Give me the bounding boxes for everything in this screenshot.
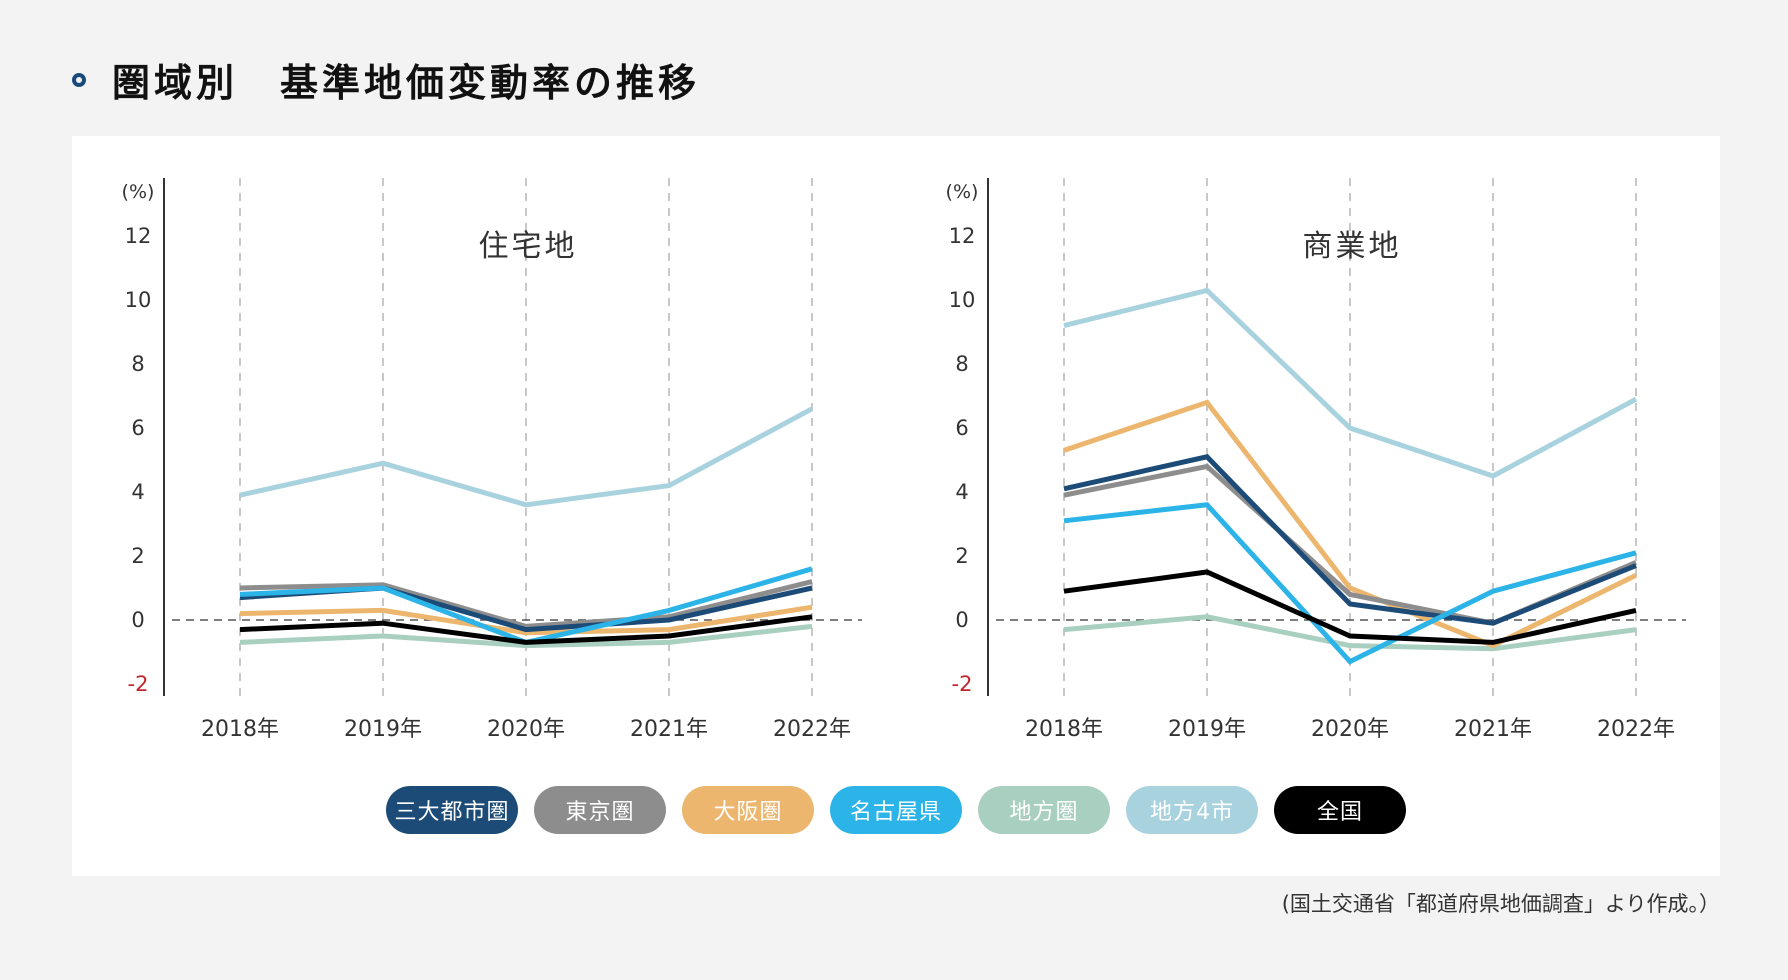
- series-line-全国: [239, 614, 813, 645]
- y-tick-label: 0: [955, 608, 968, 632]
- series-line-三大都市圏: [1063, 454, 1637, 626]
- series-line-大阪圏: [239, 604, 813, 636]
- line-charts: (%) 12 10 8 6 4 2 0 -2 2018年 2019年 2020年 2021年 2022年 住…: [122, 178, 1686, 742]
- y-tick-label: 2: [955, 544, 968, 568]
- series-line-全国: [1063, 569, 1637, 645]
- series-line-大阪圏: [1063, 399, 1638, 649]
- legend-item[interactable]: 大阪圏: [682, 786, 814, 834]
- y-tick-label: 12: [125, 224, 152, 248]
- x-tick-label: 2018年: [201, 717, 279, 742]
- x-tick-label: 2019年: [344, 717, 422, 742]
- legend-item[interactable]: 全国: [1274, 786, 1406, 834]
- legend-item[interactable]: 地方4市: [1126, 786, 1258, 834]
- y-tick-label: 8: [955, 352, 968, 376]
- chart-title: 住宅地: [479, 229, 578, 264]
- y-tick-label: 12: [949, 224, 976, 248]
- x-tick-label: 2022年: [1597, 717, 1675, 742]
- x-tick-label: 2020年: [1311, 717, 1389, 742]
- y-tick-label: 10: [949, 288, 976, 312]
- y-tick-label: 10: [125, 288, 152, 312]
- circle-bullet-icon: [72, 72, 86, 87]
- y-tick-label: -2: [128, 672, 149, 696]
- legend-item[interactable]: 名古屋県: [830, 786, 962, 834]
- y-tick-label: -2: [952, 672, 973, 696]
- y-axis-unit: (%): [946, 181, 979, 203]
- y-tick-label: 6: [955, 416, 968, 440]
- series-line-東京圏: [239, 579, 813, 629]
- x-tick-label: 2021年: [630, 717, 708, 742]
- legend-item[interactable]: 三大都市圏: [386, 786, 518, 834]
- series-line-地方圏: [239, 623, 813, 649]
- x-tick-label: 2019年: [1168, 717, 1246, 742]
- page-title: 圏域別 基準地価変動率の推移: [112, 61, 701, 105]
- series-line-地方圏: [1063, 614, 1637, 652]
- legend-item[interactable]: 地方圏: [978, 786, 1110, 834]
- series-line-地方4市: [239, 406, 814, 508]
- legend-item[interactable]: 東京圏: [534, 786, 666, 834]
- y-axis-unit: (%): [122, 181, 155, 203]
- chart-title: 商業地: [1303, 229, 1402, 264]
- x-tick-label: 2022年: [773, 717, 851, 742]
- series-line-地方4市: [1063, 287, 1638, 479]
- legend: 三大都市圏 東京圏 大阪圏 名古屋県 地方圏 地方4市 全国: [72, 786, 1720, 834]
- series-line-名古屋県: [1063, 502, 1637, 665]
- y-tick-label: 4: [131, 480, 144, 504]
- y-tick-label: 4: [955, 480, 968, 504]
- source-note: (国土交通省「都道府県地価調査」より作成。）: [1281, 892, 1720, 916]
- y-tick-label: 8: [131, 352, 144, 376]
- y-tick-label: 0: [131, 608, 144, 632]
- y-tick-label: 6: [131, 416, 144, 440]
- x-tick-label: 2021年: [1454, 717, 1532, 742]
- y-tick-label: 2: [131, 544, 144, 568]
- page-header: 圏域別 基準地価変動率の推移: [72, 52, 700, 107]
- chart-panel: (%) 12 10 8 6 4 2 0 -2 2018年 2019年 2020年 2021年 2022年 住…: [72, 136, 1720, 876]
- x-tick-label: 2020年: [487, 717, 565, 742]
- x-tick-label: 2018年: [1025, 717, 1103, 742]
